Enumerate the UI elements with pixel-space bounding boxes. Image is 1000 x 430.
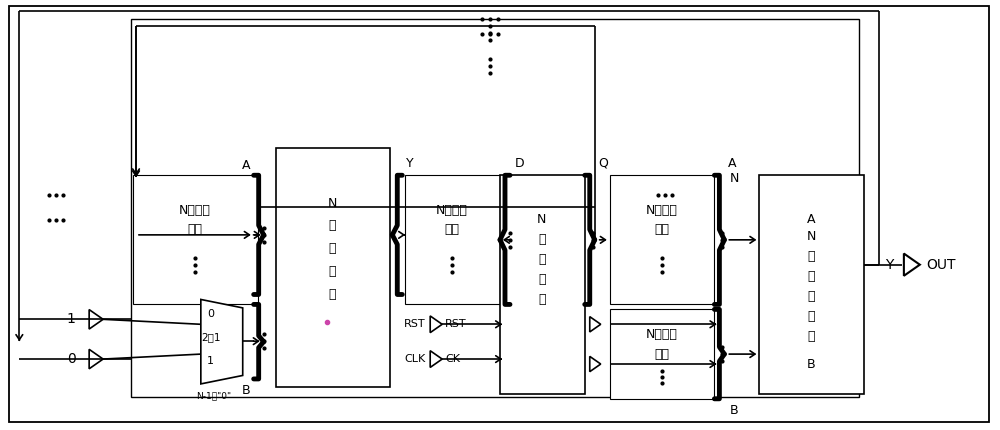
- Text: 寄: 寄: [538, 253, 546, 266]
- Text: Y: Y: [406, 157, 414, 170]
- Text: 0: 0: [207, 309, 214, 319]
- Bar: [500, 175, 585, 394]
- Text: 2选1: 2选1: [201, 332, 221, 342]
- Text: N位寄存: N位寄存: [646, 203, 677, 217]
- Bar: [133, 175, 258, 304]
- Bar: [610, 175, 714, 304]
- Text: 比: 比: [807, 270, 815, 283]
- Text: 1: 1: [67, 312, 76, 326]
- Text: B: B: [241, 384, 250, 397]
- Bar: [131, 19, 859, 397]
- Text: N: N: [537, 213, 547, 227]
- Text: N位寄存: N位寄存: [179, 203, 211, 217]
- Text: Y: Y: [885, 258, 893, 272]
- Text: RST: RST: [445, 319, 467, 329]
- Text: 位: 位: [538, 233, 546, 246]
- Text: N-1位"0": N-1位"0": [196, 391, 231, 400]
- Text: N: N: [730, 172, 739, 185]
- Text: N: N: [806, 230, 816, 243]
- Text: B: B: [730, 404, 739, 417]
- Text: 目标: 目标: [654, 347, 669, 361]
- Text: 加: 加: [329, 242, 336, 255]
- Text: N位计数: N位计数: [646, 328, 677, 341]
- Text: 存: 存: [538, 273, 546, 286]
- Text: 辑: 辑: [807, 330, 815, 343]
- Bar: [610, 310, 714, 399]
- Text: 器: 器: [329, 288, 336, 301]
- Bar: [276, 148, 390, 387]
- Text: 1: 1: [207, 356, 214, 366]
- Text: RST: RST: [404, 319, 425, 329]
- Text: 法: 法: [329, 265, 336, 278]
- Text: 0: 0: [67, 352, 76, 366]
- Text: 结果: 结果: [445, 224, 460, 236]
- Bar: [405, 175, 500, 304]
- Text: N: N: [328, 197, 337, 209]
- Text: 数据: 数据: [187, 224, 202, 236]
- Text: A: A: [807, 213, 815, 227]
- Text: 较: 较: [807, 290, 815, 303]
- Text: 位: 位: [807, 250, 815, 263]
- Polygon shape: [201, 299, 243, 384]
- Text: 数据: 数据: [654, 224, 669, 236]
- Text: CLK: CLK: [404, 354, 425, 364]
- Text: B: B: [807, 357, 815, 371]
- Text: A: A: [728, 157, 737, 170]
- Text: CK: CK: [445, 354, 460, 364]
- Text: OUT: OUT: [926, 258, 955, 272]
- Text: 位: 位: [329, 219, 336, 233]
- Text: N位加法: N位加法: [436, 203, 468, 217]
- Bar: [759, 175, 864, 394]
- Text: 器: 器: [538, 293, 546, 306]
- Text: A: A: [241, 159, 250, 172]
- Text: Q: Q: [598, 157, 608, 170]
- Text: 逻: 逻: [807, 310, 815, 323]
- Text: D: D: [515, 157, 525, 170]
